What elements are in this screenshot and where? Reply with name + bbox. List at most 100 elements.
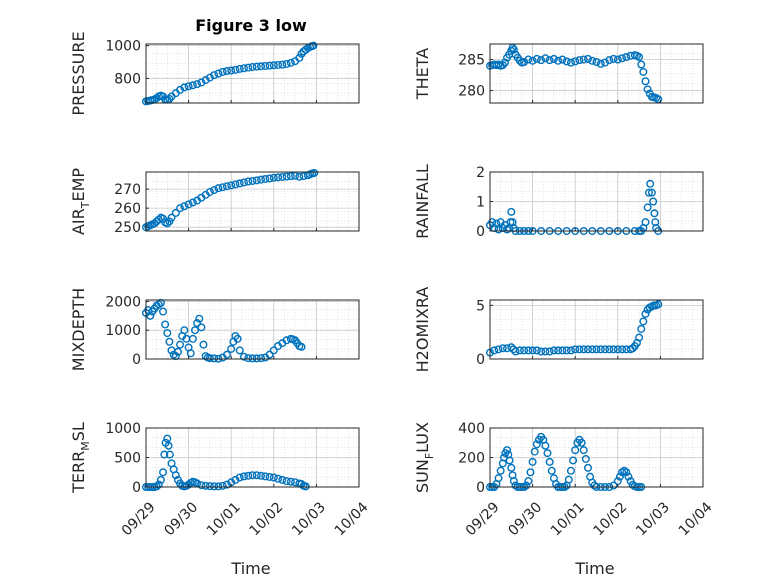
data-point: [291, 171, 300, 180]
data-point: [201, 481, 210, 490]
data-point: [261, 472, 270, 481]
data-point: [235, 179, 244, 188]
x-tick-label: 10/02: [247, 499, 287, 539]
data-point: [592, 58, 601, 67]
data-point: [622, 53, 631, 62]
data-point: [222, 480, 231, 489]
data-point: [547, 466, 556, 475]
subplot-h2omixra: 0 5 H2OMIXRA: [413, 287, 704, 372]
x-tick-label: 09/30: [505, 499, 545, 539]
data-point: [176, 85, 185, 94]
data-point: [643, 203, 652, 212]
data-point: [231, 65, 240, 74]
data-point: [286, 477, 295, 486]
data-point: [239, 64, 248, 73]
y-tick-label: 0: [476, 352, 485, 368]
data-point: [278, 475, 287, 484]
plot-area: [490, 300, 703, 359]
data-point: [509, 477, 518, 486]
data-point: [164, 441, 173, 450]
data-point: [278, 172, 287, 181]
data-point: [537, 347, 546, 356]
y-axis-label: RAINFALL: [413, 164, 432, 239]
data-point: [583, 54, 592, 63]
data-point: [650, 209, 659, 218]
data-point: [505, 456, 514, 465]
y-tick-label: 400: [458, 421, 485, 437]
data-point: [581, 454, 590, 463]
data-point: [643, 85, 652, 94]
data-point: [218, 183, 227, 192]
data-point: [618, 345, 627, 354]
data-point: [210, 354, 219, 363]
x-tick-label: 10/03: [289, 499, 329, 539]
data-point: [609, 54, 618, 63]
data-point: [165, 450, 174, 459]
subplot-terr-msl: 0 500 1000 TERRMSL 09/29 09/30 10/01 10/02 10/03…: [69, 421, 372, 539]
subplot-rainfall: 0 1 2 RAINFALL: [413, 164, 704, 240]
data-point: [554, 346, 563, 355]
y-axis-label: THETA: [413, 48, 432, 100]
data-point: [609, 345, 618, 354]
data-point: [528, 56, 537, 65]
data-point: [197, 323, 206, 332]
data-point: [575, 56, 584, 65]
data-point: [635, 333, 644, 342]
data-point: [231, 180, 240, 189]
data-point: [218, 481, 227, 490]
data-point: [159, 307, 168, 316]
data-point: [545, 347, 554, 356]
data-point: [507, 463, 516, 472]
data-point: [541, 54, 550, 63]
axes-box: [489, 43, 704, 104]
data-point: [180, 202, 189, 211]
x-tick-label: 09/29: [119, 499, 159, 539]
data-point: [596, 345, 605, 354]
data-point: [494, 345, 503, 354]
data-point: [222, 350, 231, 359]
data-point: [205, 187, 214, 196]
data-point: [494, 474, 503, 483]
data-point: [566, 58, 575, 67]
x-tick-label: 10/02: [591, 499, 631, 539]
y-tick-label: 0: [476, 224, 485, 240]
data-point: [297, 342, 306, 351]
data-point: [257, 175, 266, 184]
y-tick-label: 1000: [105, 39, 141, 55]
data-point: [588, 56, 597, 65]
data-point: [274, 474, 283, 483]
data-point: [571, 345, 580, 354]
data-point: [214, 69, 223, 78]
x-tick-label: 10/03: [633, 499, 673, 539]
data-point: [295, 172, 304, 181]
data-point: [154, 215, 163, 224]
data-point: [184, 200, 193, 209]
data-point: [522, 481, 531, 490]
plot-area: [146, 44, 359, 103]
data-point: [156, 475, 165, 484]
data-point: [532, 440, 541, 449]
data-point: [549, 346, 558, 355]
data-point: [566, 466, 575, 475]
data-point: [301, 482, 310, 491]
data-point: [252, 471, 261, 480]
data-point: [163, 329, 172, 338]
subplot-pressure: 800 1000 PRESSURE: [69, 31, 360, 116]
y-tick-label: 0: [132, 352, 141, 368]
data-point: [635, 53, 644, 62]
data-point: [197, 481, 206, 490]
data-point: [549, 54, 558, 63]
data-point: [205, 73, 214, 82]
data-point: [188, 81, 197, 90]
data-point: [571, 57, 580, 66]
data-point: [541, 441, 550, 450]
data-point: [244, 63, 253, 72]
data-point: [173, 347, 182, 356]
data-point: [641, 309, 650, 318]
data-point: [205, 482, 214, 491]
data-point: [622, 468, 631, 477]
data-point: [637, 60, 646, 69]
data-point: [601, 58, 610, 67]
data-point: [282, 172, 291, 181]
data-point: [618, 54, 627, 63]
